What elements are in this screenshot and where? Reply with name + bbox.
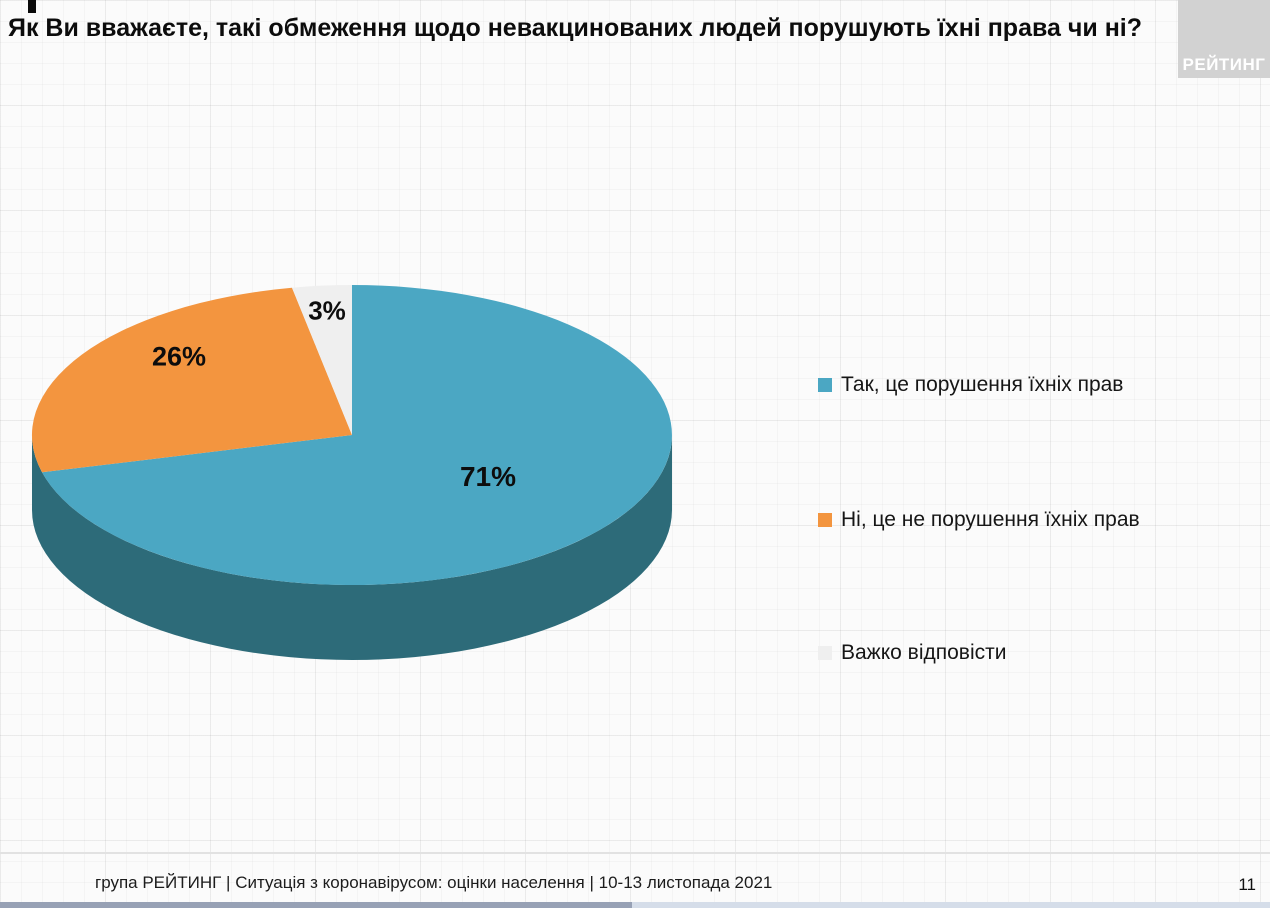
legend-swatch-no <box>818 513 832 527</box>
legend-label-yes: Так, це порушення їхніх прав <box>841 373 1124 396</box>
rating-logo: РЕЙТИНГ <box>1178 0 1270 78</box>
pie-slice-yes <box>42 285 672 586</box>
pie-value-label-undecided: 3% <box>308 295 346 326</box>
footer-divider <box>0 852 1270 854</box>
legend-item-yes: Так, це порушення їхніх прав <box>818 373 1123 397</box>
bottom-progress-bar <box>0 902 632 908</box>
pie-side-wall <box>32 435 672 660</box>
slide-title: Як Ви вважаєте, такі обмеження щодо нева… <box>8 14 1143 42</box>
legend-label-no: Ні, це не порушення їхніх прав <box>841 508 1140 531</box>
bottom-progress-bar-track <box>632 902 1270 908</box>
pie-value-label-no: 26% <box>151 341 207 372</box>
chart-legend: Так, це порушення їхніх прав Ні, це не п… <box>818 0 1258 908</box>
legend-item-undecided: Важко відповісти <box>818 641 1006 665</box>
pie-value-label-yes: 71% <box>459 461 517 492</box>
footer-source-line: група РЕЙТИНГ | Ситуація з коронавірусом… <box>95 873 773 892</box>
pie-slice-undecided <box>292 285 352 435</box>
legend-item-no: Ні, це не порушення їхніх прав <box>818 508 1140 532</box>
legend-label-undecided: Важко відповісти <box>841 641 1007 664</box>
legend-swatch-undecided <box>818 646 832 660</box>
pie-slice-no <box>31 287 353 473</box>
video-scrubber-artifact <box>28 0 36 13</box>
legend-swatch-yes <box>818 378 832 392</box>
rating-logo-text: РЕЙТИНГ <box>1182 55 1266 74</box>
page-number: 11 <box>1238 875 1256 894</box>
